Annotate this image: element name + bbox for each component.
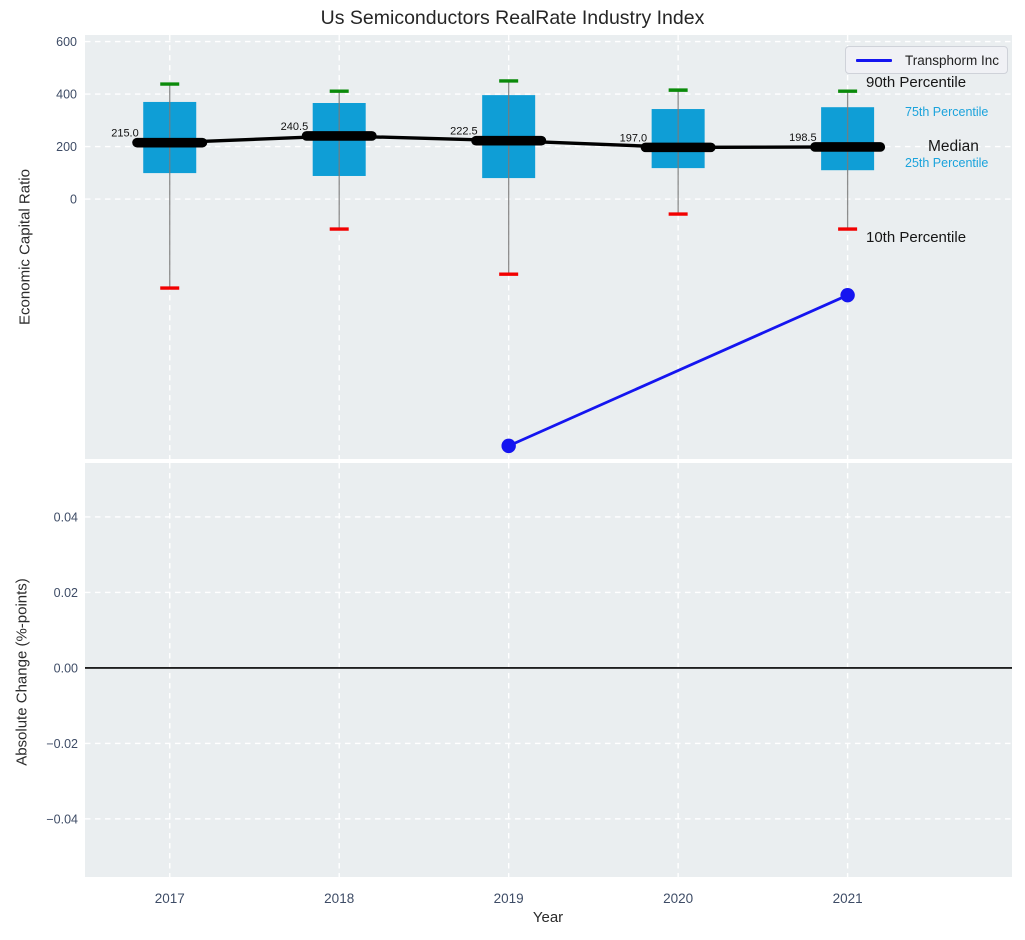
x-axis-label: Year bbox=[532, 909, 564, 926]
median-value-label-2020: 197.0 bbox=[620, 132, 648, 144]
y-axis-label-bottom: Absolute Change (%-points) bbox=[13, 578, 31, 766]
xtick-2018: 2018 bbox=[324, 891, 354, 906]
annotation-median: Median bbox=[928, 138, 979, 155]
ytick-bottom-2: 0.00 bbox=[54, 661, 78, 675]
legend-line-swatch bbox=[856, 58, 892, 62]
top-plot-background bbox=[85, 35, 1012, 459]
median-value-label-2021: 198.5 bbox=[789, 132, 817, 144]
ytick-bottom-3: −0.02 bbox=[46, 737, 78, 751]
xtick-2019: 2019 bbox=[494, 891, 524, 906]
ytick-bottom-1: 0.02 bbox=[54, 586, 78, 600]
chart-title: Us Semiconductors RealRate Industry Inde… bbox=[320, 7, 705, 29]
xtick-2021: 2021 bbox=[833, 891, 863, 906]
annotation-90th-percentile: 90th Percentile bbox=[866, 74, 967, 91]
ytick-bottom-4: −0.04 bbox=[46, 812, 78, 826]
median-value-label-2018: 240.5 bbox=[281, 121, 309, 133]
bottom-plot-background bbox=[85, 463, 1012, 877]
legend: Transphorm Inc bbox=[845, 46, 1008, 74]
transphorm-point-2021 bbox=[840, 287, 855, 303]
median-capsule-2018 bbox=[301, 131, 377, 141]
transphorm-point-2019 bbox=[501, 438, 516, 454]
transphorm-line bbox=[508, 293, 849, 448]
median-capsule-2021 bbox=[810, 142, 886, 152]
xtick-2017: 2017 bbox=[155, 891, 185, 906]
annotation-25th-percentile: 25th Percentile bbox=[905, 156, 989, 170]
xtick-2020: 2020 bbox=[663, 891, 693, 906]
legend-series-label: Transphorm Inc bbox=[905, 52, 1000, 68]
median-value-label-2017: 215.0 bbox=[111, 128, 139, 140]
ytick-top-200: 200 bbox=[56, 140, 77, 154]
y-axis-label-top: Economic Capital Ratio bbox=[16, 169, 34, 325]
ytick-top-0: 0 bbox=[70, 193, 77, 207]
median-capsule-2017 bbox=[132, 137, 208, 148]
ytick-top-600: 600 bbox=[56, 35, 77, 49]
median-value-label-2019: 222.5 bbox=[450, 126, 478, 138]
ytick-top-400: 400 bbox=[56, 88, 77, 102]
median-capsule-2019 bbox=[471, 135, 547, 146]
median-capsule-2020 bbox=[640, 142, 716, 153]
annotation-10th-percentile: 10th Percentile bbox=[866, 229, 967, 246]
ytick-bottom-0: 0.04 bbox=[54, 510, 78, 524]
annotation-75th-percentile: 75th Percentile bbox=[905, 105, 989, 119]
